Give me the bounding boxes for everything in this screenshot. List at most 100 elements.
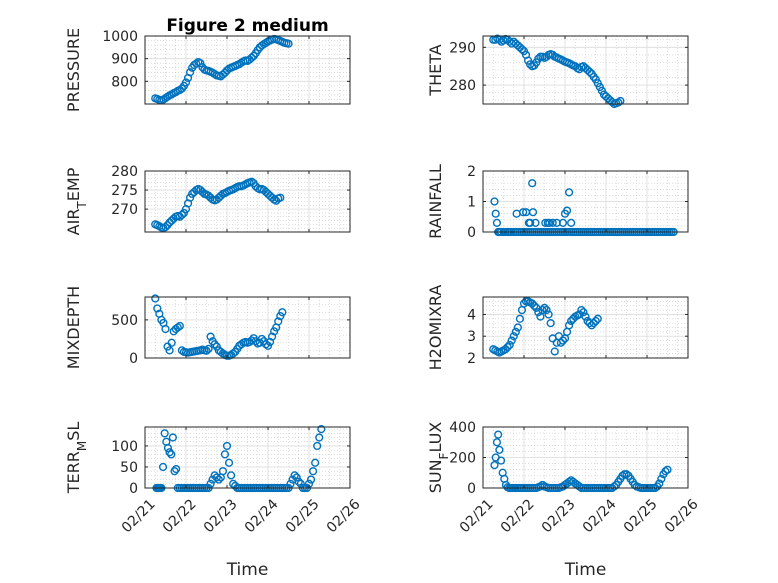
y-axis-label: TERRMSL	[64, 422, 89, 495]
data-point	[538, 305, 547, 315]
y-tick-label: 50	[120, 460, 138, 476]
data-point	[286, 479, 295, 488]
data-point	[542, 305, 551, 315]
data-point	[593, 314, 602, 323]
figure-title: Figure 2 medium	[166, 16, 328, 36]
data-point	[294, 477, 303, 486]
y-tick-label: 270	[111, 202, 138, 218]
y-axis-label: MIXDEPTH	[64, 286, 83, 369]
data-point	[528, 208, 538, 217]
data-point	[558, 336, 568, 345]
data-point	[160, 429, 169, 438]
y-tick-label: 0	[467, 225, 476, 241]
data-point	[227, 471, 236, 480]
series-markers	[151, 177, 285, 233]
data-point	[309, 467, 318, 476]
data-point	[172, 464, 181, 474]
data-point	[306, 475, 316, 484]
data-point	[507, 336, 516, 345]
data-point	[550, 347, 559, 356]
data-point	[284, 39, 293, 48]
y-tick-label: 290	[449, 40, 476, 56]
y-tick-label: 800	[111, 74, 138, 90]
data-point	[519, 208, 528, 217]
data-point	[567, 218, 576, 227]
y-tick-label: 275	[111, 183, 138, 199]
y-tick-label: 4	[467, 307, 476, 323]
series-markers	[489, 34, 625, 109]
data-point	[591, 316, 600, 326]
data-point	[151, 294, 160, 303]
y-axis-label: PRESSURE	[64, 28, 83, 112]
data-point	[622, 470, 631, 479]
y-tick-label: 3	[467, 329, 476, 345]
data-point	[206, 479, 215, 488]
data-point	[517, 45, 527, 54]
data-point	[540, 303, 549, 312]
data-point	[278, 308, 287, 317]
y-tick-label: 100	[111, 439, 138, 455]
y-tick-label: 280	[449, 78, 476, 94]
data-point	[494, 430, 503, 439]
data-point	[247, 177, 256, 186]
y-axis-label: THETA	[426, 44, 445, 96]
data-point	[210, 340, 219, 349]
x-axis-label: Time	[226, 560, 269, 580]
data-point	[261, 340, 271, 349]
data-point	[661, 467, 670, 476]
data-point	[496, 456, 506, 465]
data-point	[491, 209, 500, 218]
data-point	[177, 210, 187, 219]
data-point	[274, 317, 283, 326]
data-point	[317, 425, 326, 434]
data-point	[530, 301, 539, 310]
axes-box	[144, 296, 351, 359]
axes-box	[144, 35, 351, 105]
y-axis-label: AIRTEMP	[64, 167, 89, 235]
subplot-1: 800 900 1000 PRESSURE Figure 2 medium	[64, 16, 351, 112]
data-point	[220, 68, 230, 77]
data-point	[292, 473, 301, 482]
data-point	[513, 323, 522, 332]
data-point	[202, 346, 211, 355]
data-point	[610, 482, 619, 491]
data-point	[167, 338, 176, 347]
data-point	[548, 50, 557, 59]
data-point	[175, 321, 184, 331]
data-point	[313, 441, 322, 451]
data-point	[556, 338, 566, 347]
series-markers	[151, 34, 293, 105]
data-point	[268, 332, 277, 341]
data-point	[196, 59, 205, 68]
data-point	[163, 443, 173, 453]
data-point	[218, 70, 228, 79]
data-point	[546, 319, 555, 328]
y-axis-label: RAINFALL	[426, 164, 445, 239]
subplot-5: 0 500 MIXDEPTH	[64, 286, 351, 369]
data-point	[247, 53, 256, 62]
data-point	[165, 448, 174, 457]
data-point	[276, 193, 285, 202]
data-point	[186, 68, 195, 77]
y-axis-label: H2OMIXRA	[426, 285, 445, 371]
x-axis-label: Time	[564, 560, 607, 580]
data-point	[315, 433, 324, 442]
data-point	[224, 458, 234, 467]
data-point	[170, 467, 179, 476]
data-point	[206, 332, 215, 341]
axes-box	[482, 296, 689, 359]
data-point	[562, 206, 572, 215]
y-tick-label: 1000	[102, 29, 138, 45]
data-point	[558, 218, 568, 227]
data-point	[192, 59, 201, 68]
data-point	[511, 327, 520, 336]
subplot-3: 270 275 280 AIRTEMP	[64, 164, 351, 235]
y-tick-label: 0	[129, 481, 138, 497]
series-markers	[151, 294, 287, 360]
data-point	[577, 305, 586, 315]
data-point	[564, 321, 574, 330]
data-point	[296, 479, 305, 488]
axes-box	[144, 170, 351, 233]
data-point	[544, 310, 553, 319]
